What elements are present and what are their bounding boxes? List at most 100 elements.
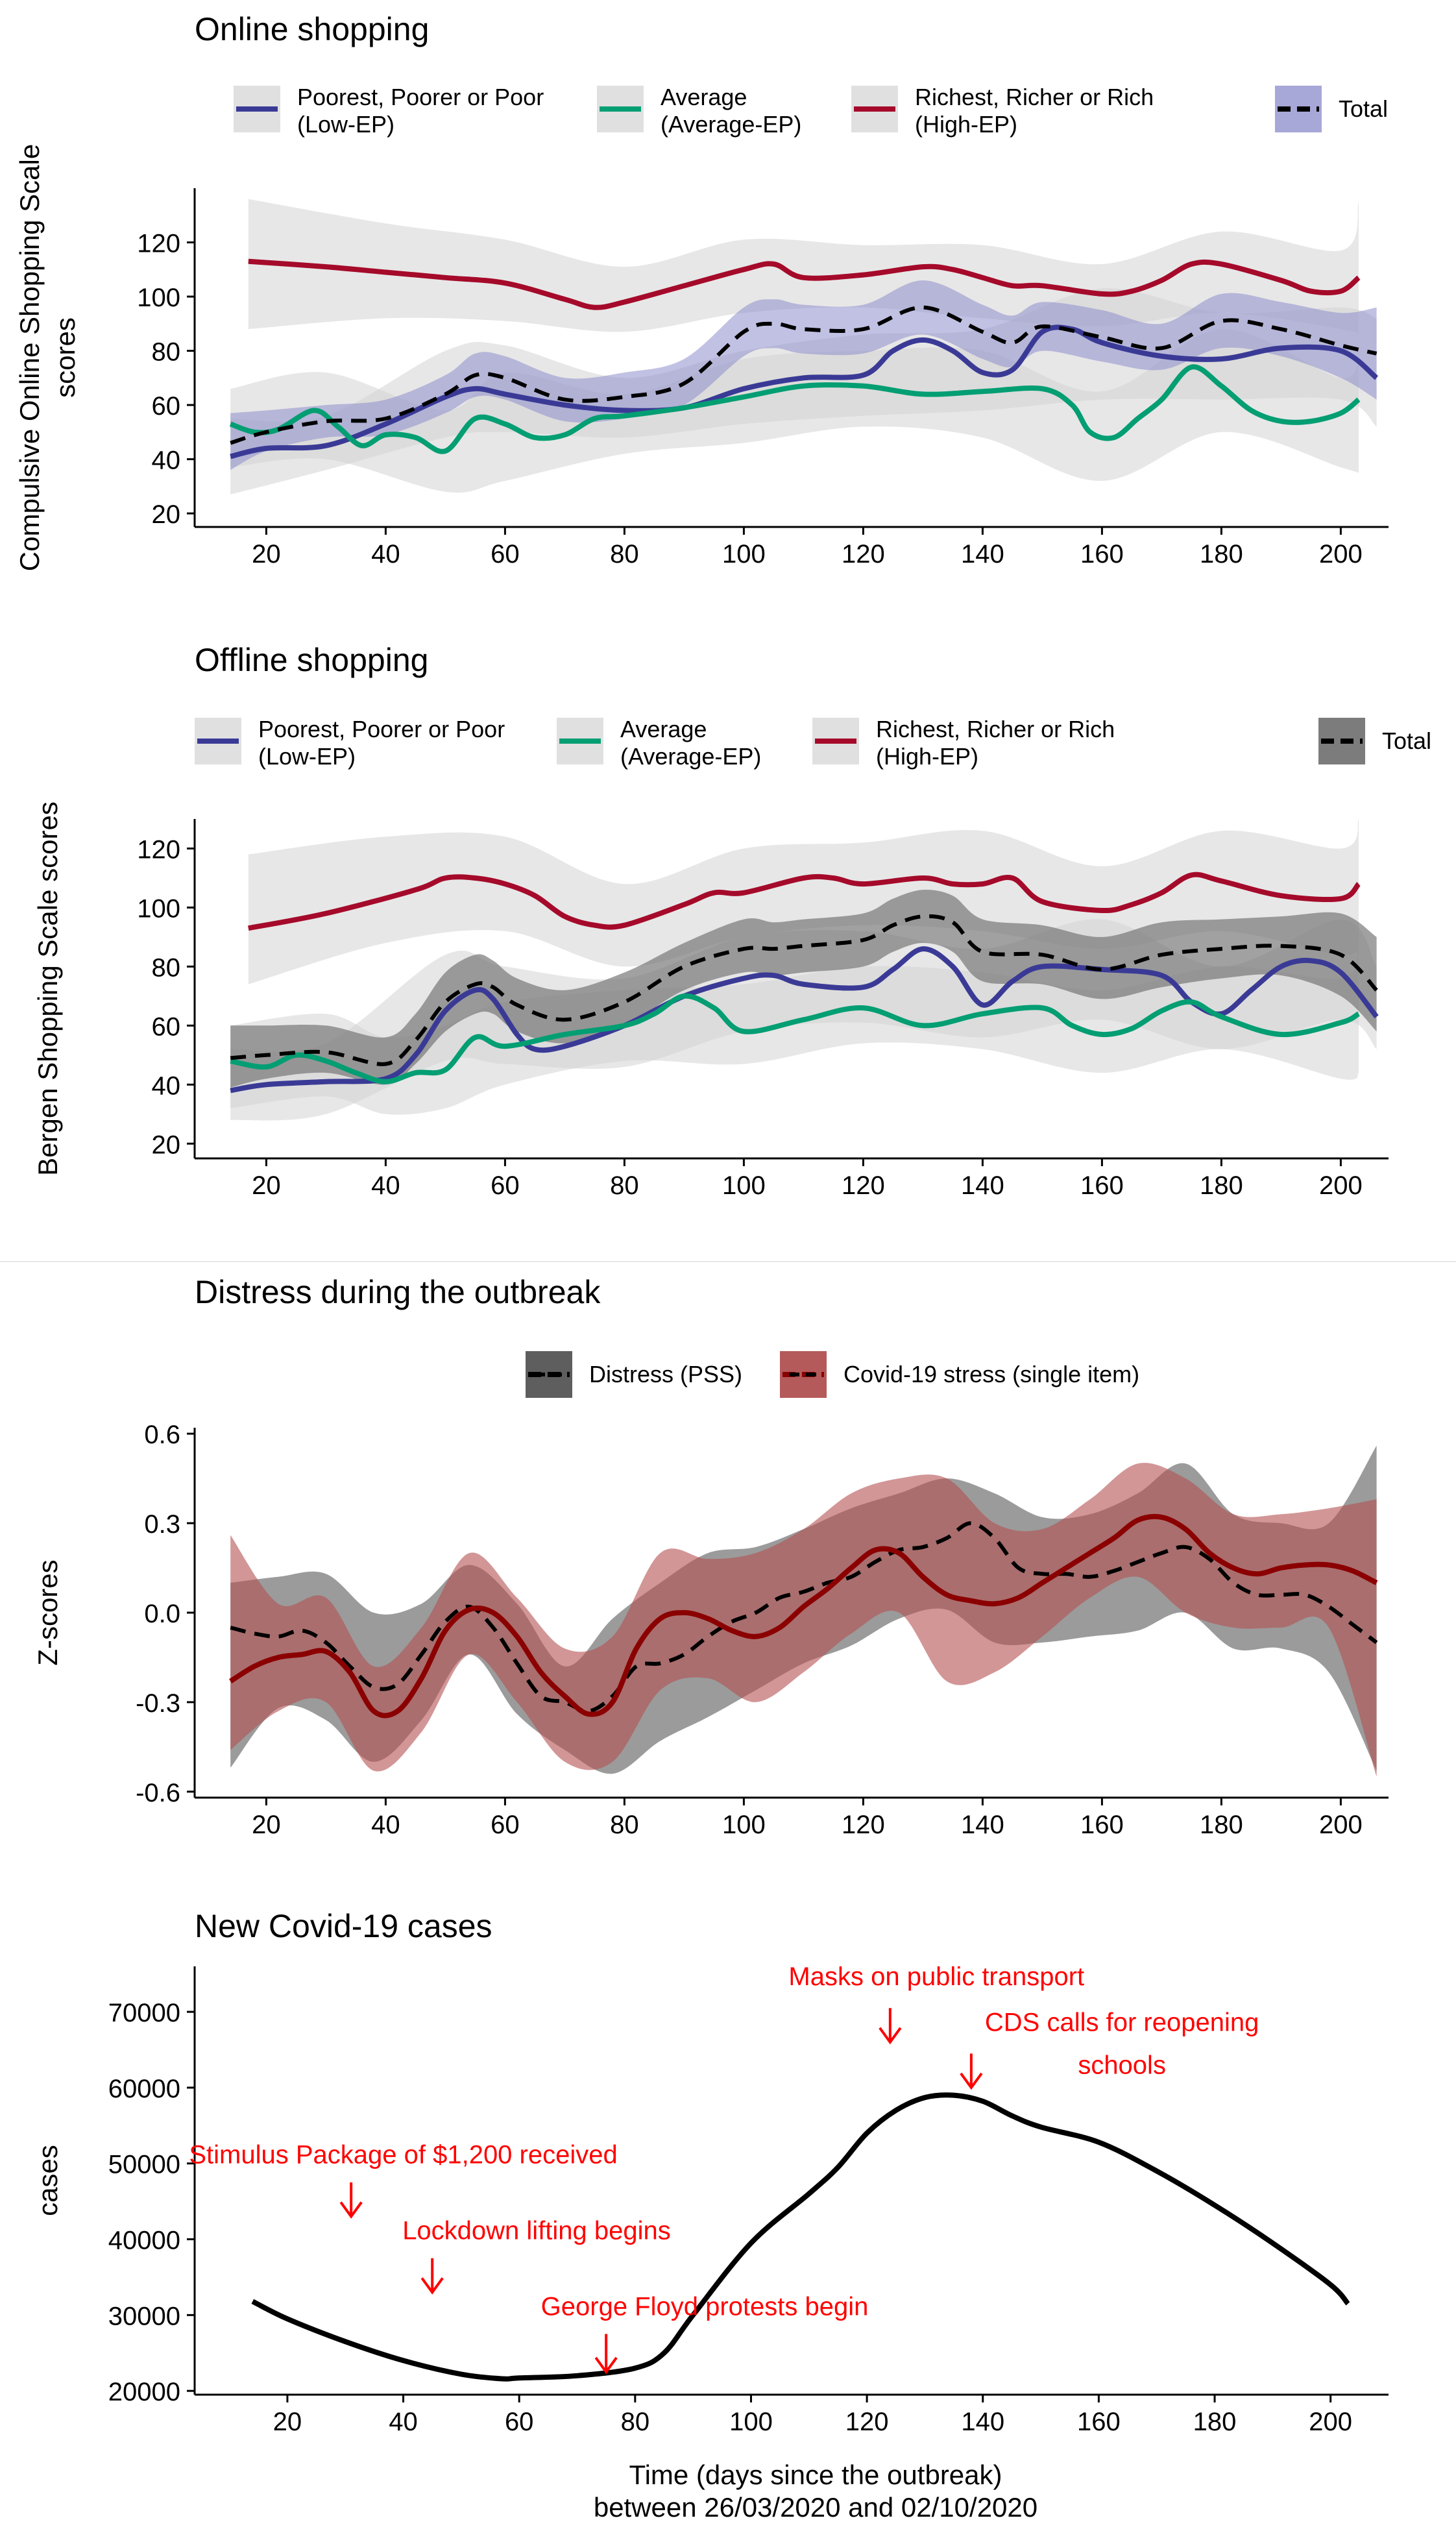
x-tick-label: 140 bbox=[961, 2408, 1004, 2436]
ci-band-covid bbox=[230, 1463, 1377, 1777]
legend-label-3: Richest, Richer or Rich bbox=[876, 716, 1115, 742]
y-axis-label-line2: scores bbox=[50, 317, 80, 398]
series-line-total bbox=[230, 305, 1377, 445]
legend-label-3: Richest, Richer or Rich bbox=[915, 84, 1154, 110]
x-tick-label: 140 bbox=[961, 540, 1004, 568]
legend-label-1: Poorest, Poorer or Poor bbox=[297, 84, 544, 110]
y-tick-label: 20 bbox=[152, 500, 181, 529]
x-tick-label: 20 bbox=[252, 540, 281, 568]
x-tick-label: 100 bbox=[722, 540, 766, 568]
y-tick-label: 60 bbox=[152, 392, 181, 421]
chart-title: New Covid-19 cases bbox=[195, 1908, 492, 1944]
panel-offline-shopping: Offline shopping Bergen Shopping Scale sc… bbox=[32, 642, 1431, 1200]
legend-label-4: Total bbox=[1382, 727, 1431, 754]
legend-sublabel-1: (Low-EP) bbox=[258, 743, 356, 770]
y-tick-label: 40000 bbox=[108, 2227, 180, 2255]
annotation-arrowhead bbox=[879, 2027, 902, 2045]
x-tick-label: 200 bbox=[1319, 540, 1363, 568]
x-tick-label: 20 bbox=[273, 2408, 302, 2436]
y-tick-label: 30000 bbox=[108, 2302, 180, 2330]
annotation-arrowhead bbox=[960, 2072, 983, 2090]
x-tick-label: 20 bbox=[252, 1811, 281, 1839]
series-line-cases bbox=[251, 2092, 1350, 2382]
annotation-label: George Floyd protests begin bbox=[541, 2292, 869, 2321]
annotation-arrowhead bbox=[339, 2201, 363, 2219]
x-tick-label: 100 bbox=[722, 1811, 766, 1839]
y-axis-label: Bergen Shopping Scale scores bbox=[32, 801, 63, 1176]
x-tick-label: 180 bbox=[1200, 540, 1243, 568]
y-tick-label: -0.3 bbox=[136, 1689, 180, 1718]
legend-sublabel-2: (Average-EP) bbox=[620, 743, 761, 770]
x-tick-label: 40 bbox=[371, 1171, 400, 1200]
y-tick-label: 70000 bbox=[108, 1999, 180, 2027]
y-tick-label: 100 bbox=[137, 284, 180, 312]
x-tick-label: 100 bbox=[722, 1171, 766, 1200]
x-tick-label: 60 bbox=[491, 1171, 520, 1200]
x-tick-label: 200 bbox=[1309, 2408, 1352, 2436]
y-tick-label: 20 bbox=[152, 1130, 181, 1159]
chart-title: Distress during the outbreak bbox=[195, 1274, 601, 1310]
x-tick-label: 80 bbox=[621, 2408, 650, 2436]
annotation-arrowhead bbox=[594, 2356, 618, 2375]
x-tick-label: 200 bbox=[1319, 1811, 1363, 1839]
annotation-label: CDS calls for reopening bbox=[985, 2008, 1259, 2036]
x-tick-label: 60 bbox=[491, 540, 520, 568]
series-line-total bbox=[230, 914, 1378, 1066]
y-tick-label: 20000 bbox=[108, 2378, 180, 2406]
series-line-high bbox=[248, 258, 1361, 310]
x-tick-label: 180 bbox=[1200, 1811, 1243, 1839]
annotation-arrowhead bbox=[420, 2277, 444, 2295]
y-tick-label: 50000 bbox=[108, 2151, 180, 2179]
chart-title: Online shopping bbox=[195, 11, 429, 47]
y-tick-label: 60 bbox=[152, 1012, 181, 1041]
x-tick-label: 120 bbox=[842, 1811, 885, 1839]
x-tick-label: 120 bbox=[842, 1171, 885, 1200]
x-tick-label: 100 bbox=[729, 2408, 773, 2436]
y-axis-label: Compulsive Online Shopping Scale bbox=[14, 144, 45, 571]
ci-band-total bbox=[230, 889, 1377, 1088]
x-axis-subtitle: between 26/03/2020 and 02/10/2020 bbox=[594, 2492, 1037, 2523]
legend-label-2: Average bbox=[661, 84, 747, 110]
legend-sublabel-2: (Average-EP) bbox=[661, 111, 801, 138]
ci-band-total bbox=[230, 280, 1377, 470]
y-tick-label: 100 bbox=[137, 894, 180, 923]
x-tick-label: 40 bbox=[371, 1811, 400, 1839]
y-tick-label: 0.0 bbox=[144, 1600, 180, 1628]
annotation-label: Stimulus Package of $1,200 received bbox=[189, 2141, 617, 2169]
legend-label-2: Covid-19 stress (single item) bbox=[843, 1361, 1139, 1387]
x-tick-label: 120 bbox=[845, 2408, 889, 2436]
x-tick-label: 80 bbox=[610, 1811, 639, 1839]
x-tick-label: 60 bbox=[491, 1811, 520, 1839]
x-tick-label: 80 bbox=[610, 540, 639, 568]
ci-band-avg bbox=[230, 329, 1359, 493]
legend-sublabel-3: (High-EP) bbox=[915, 111, 1017, 138]
legend-label-1: Distress (PSS) bbox=[589, 1361, 742, 1387]
legend-label-2: Average bbox=[620, 716, 707, 742]
x-tick-label: 180 bbox=[1193, 2408, 1237, 2436]
x-tick-label: 160 bbox=[1080, 1171, 1124, 1200]
x-tick-label: 160 bbox=[1080, 540, 1124, 568]
x-tick-label: 40 bbox=[389, 2408, 418, 2436]
chart-title: Offline shopping bbox=[195, 642, 428, 678]
annotation-label: Lockdown lifting begins bbox=[402, 2217, 671, 2245]
legend-label-1: Poorest, Poorer or Poor bbox=[258, 716, 505, 742]
y-tick-label: -0.6 bbox=[136, 1779, 180, 1807]
x-tick-label: 180 bbox=[1200, 1171, 1243, 1200]
x-tick-label: 60 bbox=[505, 2408, 534, 2436]
ci-band-avg bbox=[230, 943, 1359, 1115]
annotation-label: Masks on public transport bbox=[788, 1962, 1084, 1991]
y-tick-label: 40 bbox=[152, 1071, 181, 1100]
y-tick-label: 120 bbox=[137, 835, 180, 864]
y-tick-label: 80 bbox=[152, 953, 181, 982]
y-tick-label: 80 bbox=[152, 338, 181, 367]
y-tick-label: 120 bbox=[137, 230, 180, 258]
panel-distress: Distress during the outbreak Z-scores Dist… bbox=[32, 1274, 1389, 1839]
series-line-pss bbox=[230, 1521, 1378, 1713]
series-line-low bbox=[230, 324, 1379, 459]
y-tick-label: 0.3 bbox=[144, 1510, 180, 1539]
series-line-avg bbox=[230, 993, 1361, 1084]
series-line-high bbox=[248, 872, 1361, 931]
x-tick-label: 80 bbox=[610, 1171, 639, 1200]
x-axis-title-group: Time (days since the outbreak) between 2… bbox=[594, 2460, 1037, 2523]
